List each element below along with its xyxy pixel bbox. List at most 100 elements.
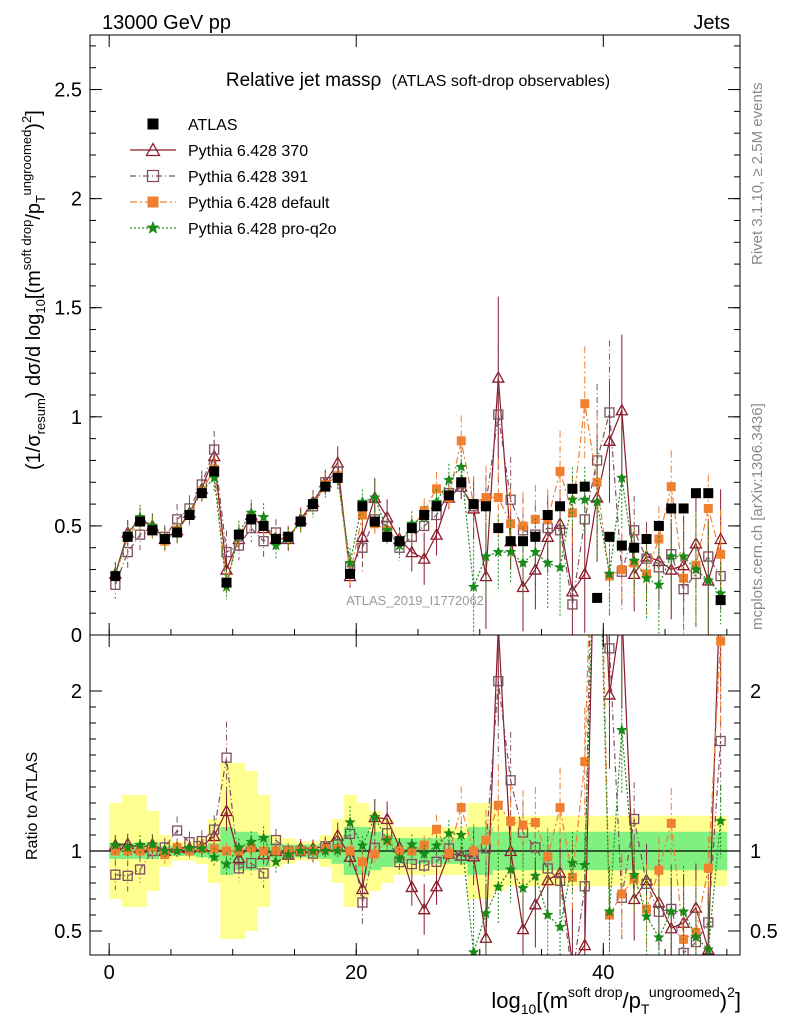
ratio-point-pythia-6-428-default: [493, 800, 503, 810]
point-atlas: [616, 540, 627, 551]
ratio-point-pythia-6-428-default: [629, 874, 639, 884]
ratio-point-pythia-6-428-391: [715, 735, 726, 747]
ratio-point-pythia-6-428-pro-q2o: [529, 869, 542, 881]
point-atlas: [505, 536, 516, 547]
point-atlas: [406, 523, 417, 534]
watermark-label: ATLAS_2019_I1772062: [346, 593, 484, 608]
point-pythia-6-428-370: [578, 567, 592, 580]
ratio-point-pythia-6-428-391: [593, 254, 602, 263]
main-ytick-label: 0: [71, 625, 82, 647]
ratio-point-pythia-6-428-pro-q2o: [294, 844, 307, 856]
ratio-point-pythia-6-428-370: [405, 880, 419, 893]
ratio-point-pythia-6-428-default: [184, 846, 194, 856]
point-pythia-6-428-391: [703, 551, 714, 562]
ratio-point-pythia-6-428-370: [219, 804, 234, 817]
ratio-point-pythia-6-428-391: [221, 752, 232, 763]
point-pythia-6-428-pro-q2o: [578, 493, 591, 505]
point-atlas: [345, 568, 356, 579]
ratio-point-pythia-6-428-default: [222, 846, 232, 856]
point-pythia-6-428-pro-q2o: [640, 572, 653, 584]
chart-title-main: Relative jet massρ: [226, 70, 382, 91]
ratio-point-pythia-6-428-default: [580, 757, 590, 767]
legend-marker-pythia-6-428-default: [147, 196, 159, 208]
point-pythia-6-428-391: [209, 444, 220, 455]
ratio-ytick-label: 1: [71, 841, 82, 863]
point-pythia-6-428-pro-q2o: [566, 493, 579, 505]
point-atlas: [270, 534, 281, 544]
point-pythia-6-428-pro-q2o: [443, 473, 455, 486]
point-pythia-6-428-default: [580, 399, 590, 409]
point-atlas: [567, 483, 578, 494]
ratio-point-pythia-6-428-391: [134, 864, 146, 875]
ratio-point-pythia-6-428-pro-q2o: [443, 827, 455, 839]
point-atlas: [468, 499, 479, 510]
point-atlas: [703, 488, 714, 499]
xtick-label: 0: [104, 962, 115, 984]
point-atlas: [530, 531, 541, 542]
ratio-line-pythia-6-428-370: [115, 635, 720, 955]
point-pythia-6-428-default: [357, 510, 367, 520]
ratio-point-pythia-6-428-pro-q2o: [121, 841, 134, 853]
ratio-point-pythia-6-428-pro-q2o: [702, 943, 715, 955]
ratio-point-pythia-6-428-pro-q2o: [195, 842, 208, 854]
ratio-point-pythia-6-428-pro-q2o: [356, 839, 369, 851]
legend-marker-atlas: [147, 118, 159, 130]
point-atlas: [135, 516, 146, 527]
point-pythia-6-428-default: [666, 482, 676, 492]
ratio-point-pythia-6-428-pro-q2o: [628, 868, 641, 880]
point-pythia-6-428-pro-q2o: [455, 460, 468, 472]
ratio-point-pythia-6-428-391: [629, 813, 640, 825]
ratio-point-pythia-6-428-391: [209, 824, 220, 835]
point-pythia-6-428-pro-q2o: [554, 561, 566, 573]
main-panel: 0 0.5 1 1.5 2 2.5 Relative jet massρ (ATLAS s…: [19, 34, 741, 647]
point-pythia-6-428-default: [456, 436, 466, 446]
ratio-point-pythia-6-428-default: [543, 852, 553, 862]
main-ytick-label: 1.5: [54, 298, 82, 320]
point-pythia-6-428-pro-q2o: [591, 495, 603, 507]
point-pythia-6-428-pro-q2o: [492, 545, 505, 558]
ratio-y-axis-label: Ratio to ATLAS: [24, 752, 41, 860]
ratio-point-pythia-6-428-default: [259, 846, 269, 856]
point-pythia-6-428-default: [481, 493, 491, 503]
ratio-point-pythia-6-428-391: [122, 870, 133, 882]
point-atlas: [283, 531, 294, 542]
ratio-point-pythia-6-428-pro-q2o: [368, 810, 381, 823]
point-atlas: [555, 501, 566, 512]
main-ytick-label: 1: [71, 407, 82, 429]
point-pythia-6-428-391: [221, 546, 232, 558]
ratio-point-pythia-6-428-pro-q2o: [158, 844, 171, 856]
main-plot-content: [108, 296, 728, 635]
point-atlas: [320, 481, 331, 492]
ratio-point-pythia-6-428-pro-q2o: [492, 880, 505, 892]
point-atlas: [456, 477, 467, 488]
point-atlas: [295, 516, 306, 527]
main-y-axis-label: (1/σresum) dσ/d log10[(msoft drop/pTungr…: [19, 110, 48, 470]
point-pythia-6-428-391: [357, 542, 368, 553]
point-atlas: [196, 488, 207, 499]
point-atlas: [604, 531, 615, 542]
ratio-point-pythia-6-428-default: [642, 904, 652, 914]
point-pythia-6-428-pro-q2o: [467, 580, 480, 592]
chart-title-sub: (ATLAS soft-drop observables): [392, 73, 610, 90]
ratio-point-pythia-6-428-default: [357, 857, 367, 867]
point-pythia-6-428-391: [493, 409, 504, 420]
point-atlas: [246, 514, 257, 525]
ratio-point-pythia-6-428-pro-q2o: [677, 905, 690, 917]
ratio-point-pythia-6-428-default: [654, 865, 664, 875]
ratio-point-pythia-6-428-pro-q2o: [344, 816, 356, 828]
point-atlas: [258, 520, 269, 531]
point-pythia-6-428-pro-q2o: [665, 550, 678, 562]
point-pythia-6-428-default: [617, 565, 627, 575]
legend: ATLAS Pythia 6.428 370 Pythia 6.428 391 Pyt…: [130, 117, 337, 238]
ratio-point-pythia-6-428-pro-q2o: [245, 835, 258, 847]
point-atlas: [394, 536, 405, 547]
point-pythia-6-428-default: [518, 521, 528, 531]
ratio-point-pythia-6-428-default: [345, 846, 355, 856]
point-pythia-6-428-pro-q2o: [628, 554, 641, 566]
point-atlas: [715, 595, 726, 606]
ratio-point-pythia-6-428-default: [110, 846, 120, 856]
ratio-point-pythia-6-428-391: [604, 643, 615, 654]
legend-marker-pythia-6-428-pro-q2o: [146, 220, 160, 234]
ratio-point-pythia-6-428-default: [666, 818, 676, 828]
point-atlas: [493, 523, 504, 534]
